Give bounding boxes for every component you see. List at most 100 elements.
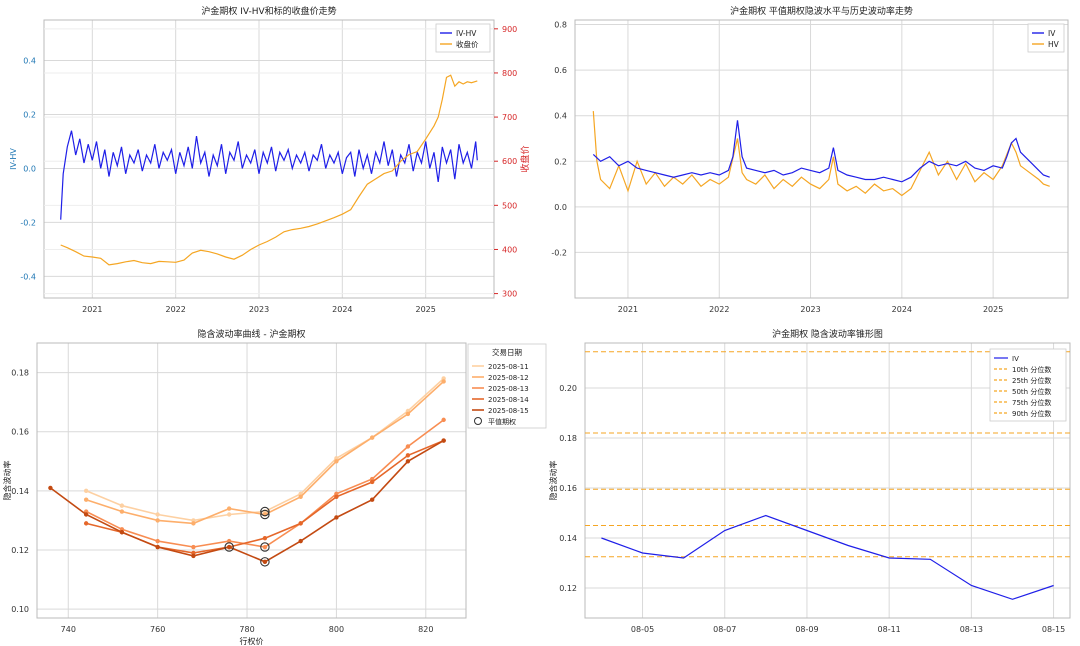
y-axis-label: 隐含波动率 bbox=[2, 461, 12, 501]
y-tick-label: 0.8 bbox=[554, 21, 567, 30]
y-axis-label: 隐含波动率 bbox=[548, 461, 558, 501]
y-right-tick-label: 400 bbox=[502, 245, 517, 254]
chart-title: 沪金期权 IV-HV和标的收盘价走势 bbox=[201, 5, 336, 17]
y-right-tick-label: 300 bbox=[502, 290, 517, 299]
smile-point bbox=[262, 544, 268, 550]
smile-point bbox=[226, 544, 232, 550]
smile-point bbox=[191, 553, 196, 559]
plot-frame bbox=[584, 342, 1071, 619]
smile-point bbox=[83, 512, 89, 517]
smile-point bbox=[191, 544, 196, 550]
legend-label: 平值期权 bbox=[488, 417, 516, 426]
y-right-tick-label: 900 bbox=[502, 25, 517, 34]
series-hv-line bbox=[592, 111, 1050, 197]
y-tick-label: 0.4 bbox=[554, 112, 567, 121]
plot-frame bbox=[36, 342, 467, 619]
y-tick-label: -0.2 bbox=[20, 218, 36, 227]
smile-line-2025-08-12 bbox=[85, 380, 445, 525]
legend-label: 25th 分位数 bbox=[1012, 376, 1051, 385]
y-tick-label: 0.4 bbox=[23, 56, 36, 65]
plot-frame bbox=[43, 19, 495, 299]
series-close-price-line bbox=[60, 74, 478, 266]
atm-marker bbox=[260, 557, 270, 567]
smile-point bbox=[369, 479, 375, 485]
y-tick-label: 0.6 bbox=[554, 66, 567, 75]
smile-point bbox=[369, 435, 375, 440]
legend-label: HV bbox=[1048, 40, 1060, 49]
smile-point bbox=[334, 494, 339, 499]
legend-label: IV-HV bbox=[456, 29, 477, 38]
smile-point bbox=[155, 518, 160, 523]
legend-label: 90th 分位数 bbox=[1012, 409, 1051, 418]
smile-point bbox=[48, 485, 53, 491]
smile-point bbox=[298, 521, 303, 526]
chart-iv-cone: 08-05 08-07 08-09 08-11 08-13 08-15 沪金期权 隐含波动率… bbox=[548, 328, 1071, 634]
y-tick-label: 0.12 bbox=[11, 546, 29, 555]
smile-point bbox=[83, 521, 89, 526]
legend-label: 10th 分位数 bbox=[1012, 365, 1051, 374]
smile-point bbox=[405, 459, 411, 464]
x-tick-label: 08-07 bbox=[713, 625, 736, 634]
smile-point bbox=[155, 538, 160, 544]
series-iv-line bbox=[601, 514, 1054, 600]
smile-point bbox=[441, 417, 446, 423]
smile-point bbox=[441, 379, 446, 384]
smile-point bbox=[405, 453, 411, 458]
y-right-tick-label: 600 bbox=[502, 157, 517, 166]
atm-marker bbox=[260, 506, 270, 517]
x-tick-label: 2025 bbox=[415, 305, 435, 314]
smile-point bbox=[226, 506, 232, 511]
y-tick-label: 0.18 bbox=[559, 434, 577, 443]
smile-point bbox=[119, 503, 125, 508]
x-tick-label: 08-09 bbox=[795, 625, 818, 634]
legend-label: IV bbox=[1012, 355, 1019, 363]
atm-marker bbox=[260, 542, 270, 552]
y-right-tick-label: 500 bbox=[502, 201, 517, 210]
legend-label: 2025-08-13 bbox=[488, 385, 529, 393]
x-axis-label: 行权价 bbox=[240, 636, 264, 646]
smile-point bbox=[119, 509, 125, 514]
y-right-tick-label: 700 bbox=[502, 113, 517, 122]
y-tick-label: -0.2 bbox=[551, 248, 567, 257]
y-tick-label: 0.2 bbox=[554, 157, 567, 166]
x-tick-label: 820 bbox=[418, 625, 433, 634]
smile-point bbox=[83, 488, 89, 494]
x-tick-label: 08-05 bbox=[631, 625, 654, 634]
legend-label: 2025-08-11 bbox=[488, 363, 529, 371]
x-tick-label: 760 bbox=[150, 625, 165, 634]
smile-point bbox=[119, 530, 125, 535]
chart-title: 隐含波动率曲线 - 沪金期权 bbox=[198, 328, 306, 340]
legend-label: IV bbox=[1048, 29, 1056, 38]
y-tick-label: 0.14 bbox=[11, 487, 29, 496]
y-tick-label: 0.16 bbox=[11, 428, 29, 437]
y-tick-label: 0.20 bbox=[559, 384, 577, 393]
legend-title: 交易日期 bbox=[492, 347, 522, 357]
smile-point bbox=[262, 559, 268, 565]
atm-marker bbox=[224, 542, 234, 552]
legend-box bbox=[1027, 23, 1065, 53]
chart-title: 沪金期权 隐含波动率锥形图 bbox=[772, 328, 883, 340]
x-tick-label: 2025 bbox=[983, 305, 1003, 314]
legend-atm-swatch bbox=[474, 417, 482, 425]
x-tick-label: 08-15 bbox=[1042, 625, 1065, 634]
smile-point bbox=[298, 538, 303, 544]
smile-point bbox=[155, 544, 160, 550]
x-tick-label: 2021 bbox=[82, 305, 102, 314]
y-tick-label: 0.0 bbox=[23, 164, 36, 173]
x-tick-label: 2023 bbox=[249, 305, 269, 314]
atm-marker bbox=[260, 509, 270, 520]
smile-point bbox=[369, 497, 375, 502]
smile-line-2025-08-15 bbox=[49, 439, 445, 563]
smile-point bbox=[191, 521, 196, 526]
legend-label: 收盘价 bbox=[456, 39, 479, 49]
y-tick-label: 0.16 bbox=[559, 484, 577, 493]
y-tick-label: 0.14 bbox=[559, 534, 577, 543]
x-tick-label: 2024 bbox=[892, 305, 912, 314]
y-tick-label: 0.10 bbox=[11, 605, 29, 614]
smile-point bbox=[226, 538, 232, 544]
y-right-tick-label: 800 bbox=[502, 69, 517, 78]
smile-point bbox=[155, 512, 160, 517]
legend-label: 2025-08-15 bbox=[488, 407, 529, 415]
smile-point bbox=[334, 459, 339, 464]
